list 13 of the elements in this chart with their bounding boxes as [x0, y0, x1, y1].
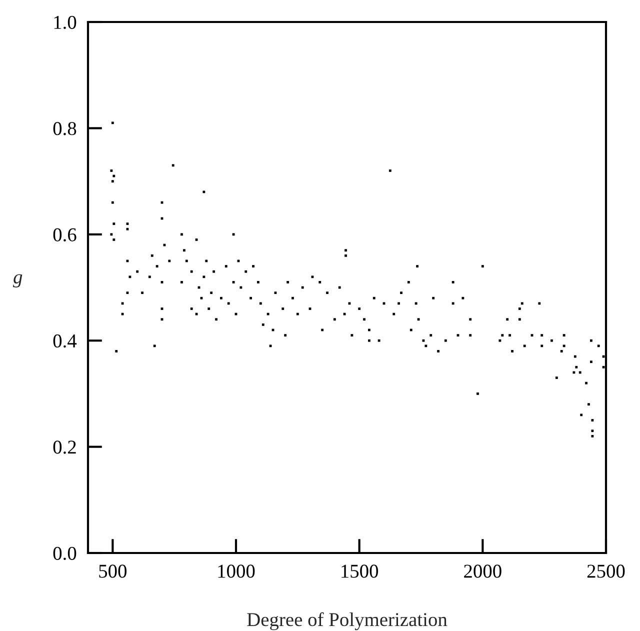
- y-tick-label: 0.8: [53, 122, 76, 136]
- y-tick-label: 0.6: [53, 228, 76, 242]
- y-tick-label: 0.0: [53, 546, 76, 560]
- x-axis-title: Degree of Polymerization: [247, 612, 448, 630]
- x-tick-label: 1500: [342, 564, 378, 578]
- x-tick-label: 2500: [587, 564, 625, 578]
- y-tick-label: 0.4: [53, 334, 77, 348]
- x-tick-label: 2000: [464, 564, 502, 578]
- x-tick-label: 500: [99, 564, 127, 578]
- x-tick-label: 1000: [218, 564, 255, 578]
- y-tick-label: 0.2: [53, 440, 76, 454]
- y-axis-title: g: [13, 274, 22, 288]
- y-tick-label: 1.0: [54, 16, 76, 30]
